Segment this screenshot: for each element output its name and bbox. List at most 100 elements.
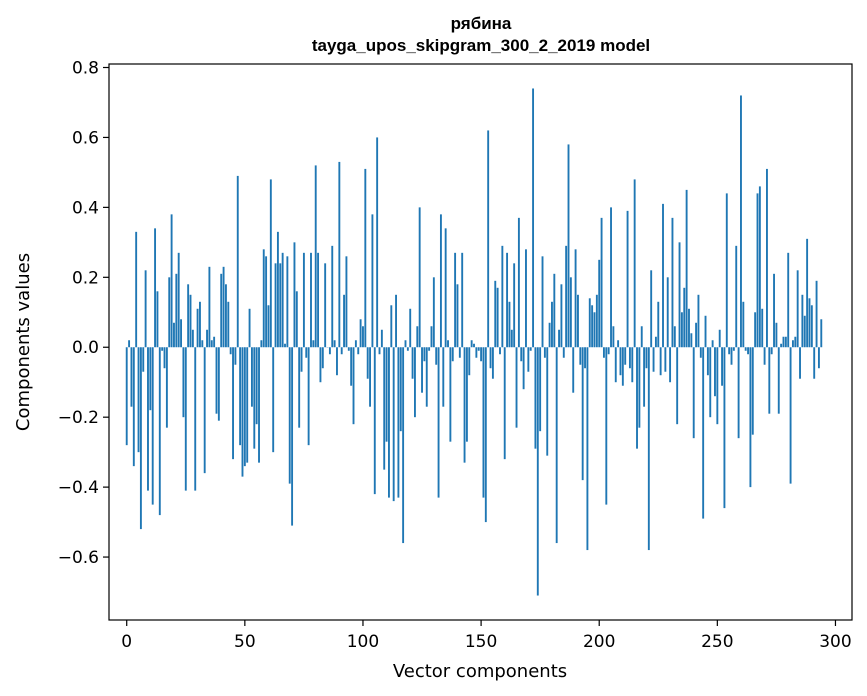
bar-213 — [628, 347, 631, 369]
bar-125 — [421, 347, 423, 393]
bar-207 — [614, 347, 617, 383]
bar-28 — [191, 329, 194, 348]
bar-163 — [510, 329, 513, 348]
bar-156 — [494, 280, 497, 348]
y-tick-label: 0.6 — [72, 128, 99, 148]
bar-224 — [654, 336, 657, 348]
bar-162 — [508, 301, 511, 348]
bar-189 — [572, 347, 575, 393]
bar-273 — [770, 347, 773, 355]
bar-41 — [222, 266, 225, 348]
bar-63 — [274, 263, 277, 348]
bar-111 — [388, 347, 390, 498]
bar-188 — [569, 277, 572, 348]
bar-31 — [199, 301, 201, 348]
bar-72 — [295, 291, 298, 348]
bar-284 — [796, 270, 799, 348]
bar-64 — [276, 231, 279, 348]
bar-148 — [475, 347, 478, 358]
bar-268 — [758, 186, 761, 348]
bar-77 — [307, 347, 310, 446]
bar-33 — [203, 347, 206, 474]
bar-275 — [775, 322, 778, 348]
bar-287 — [803, 315, 806, 348]
bar-138 — [451, 347, 454, 362]
bar-168 — [522, 347, 525, 390]
bar-160 — [503, 347, 506, 460]
bar-174 — [536, 347, 539, 596]
bar-127 — [425, 347, 428, 407]
bar-88 — [333, 340, 336, 348]
bar-45 — [232, 347, 234, 460]
bar-95 — [350, 347, 353, 386]
bar-215 — [633, 179, 636, 348]
bar-223 — [652, 347, 655, 372]
bar-116 — [399, 347, 402, 432]
bar-286 — [801, 294, 804, 348]
bar-201 — [600, 217, 603, 348]
bar-5 — [137, 347, 140, 453]
bar-211 — [624, 347, 627, 365]
x-tick-label: 200 — [583, 632, 615, 652]
bar-53 — [250, 347, 253, 407]
bar-101 — [364, 168, 367, 348]
bar-151 — [482, 347, 485, 498]
bar-181 — [553, 273, 556, 348]
bar-227 — [662, 203, 664, 348]
bar-133 — [439, 214, 442, 348]
bar-256 — [730, 347, 733, 365]
bar-52 — [248, 308, 251, 348]
bar-84 — [324, 263, 327, 348]
bar-279 — [784, 336, 787, 348]
bar-14 — [158, 347, 161, 516]
bar-292 — [815, 280, 818, 348]
bar-82 — [319, 347, 322, 383]
bar-265 — [751, 347, 754, 435]
bar-208 — [617, 340, 620, 348]
bar-108 — [380, 329, 383, 348]
bar-269 — [761, 308, 764, 348]
bar-199 — [595, 294, 598, 348]
x-tick-label: 100 — [347, 632, 379, 652]
bar-259 — [737, 347, 740, 439]
bar-104 — [371, 214, 374, 348]
bar-178 — [546, 347, 549, 456]
bar-121 — [411, 347, 414, 379]
bar-243 — [699, 347, 702, 358]
bar-0 — [125, 347, 128, 446]
bar-27 — [189, 294, 192, 348]
bar-294 — [820, 319, 823, 348]
bar-61 — [269, 179, 272, 348]
y-tick-label: −0.2 — [58, 408, 99, 428]
bar-209 — [619, 347, 622, 376]
bar-98 — [357, 347, 360, 355]
bar-251 — [718, 329, 721, 348]
bar-100 — [362, 326, 364, 348]
bar-23 — [180, 319, 182, 348]
bar-83 — [321, 347, 324, 369]
bar-21 — [175, 273, 178, 348]
bar-271 — [766, 168, 768, 348]
bar-120 — [409, 308, 412, 348]
bar-55 — [255, 347, 258, 425]
bar-210 — [621, 347, 624, 386]
bar-73 — [298, 347, 301, 428]
bar-194 — [584, 347, 586, 369]
bar-244 — [702, 347, 705, 519]
bar-249 — [714, 347, 716, 397]
y-tick-label: 0.0 — [72, 338, 99, 358]
bar-190 — [574, 249, 577, 348]
bar-99 — [359, 319, 362, 348]
bar-246 — [706, 347, 709, 376]
bar-214 — [631, 347, 634, 383]
bar-146 — [470, 340, 473, 348]
bar-30 — [196, 308, 199, 348]
bar-270 — [763, 347, 766, 365]
bar-170 — [527, 347, 530, 372]
bar-254 — [725, 193, 728, 348]
bar-54 — [253, 347, 256, 449]
bar-217 — [638, 347, 641, 428]
bar-206 — [612, 326, 615, 348]
bar-180 — [551, 301, 553, 348]
